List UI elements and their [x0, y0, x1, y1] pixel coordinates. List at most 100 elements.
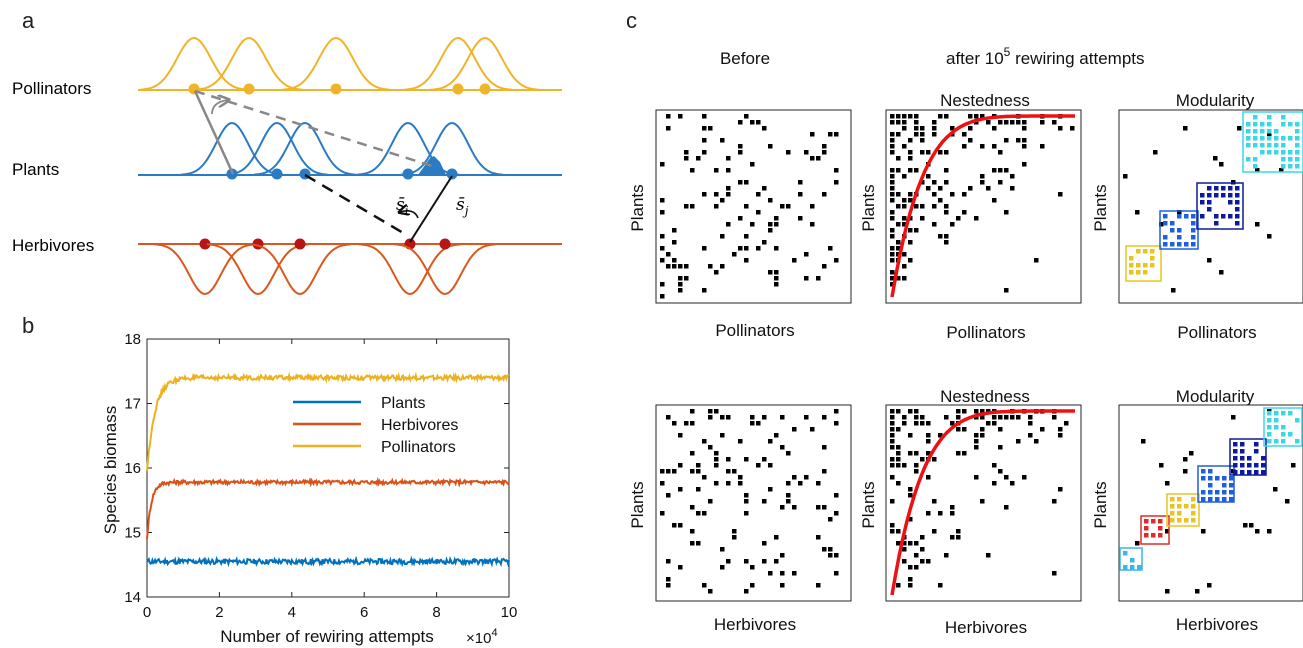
matrix-dot	[896, 457, 901, 462]
module-yellow-cell	[1129, 256, 1134, 261]
matrix-dot	[890, 523, 895, 528]
herbivory-link	[409, 175, 453, 243]
matrix-dot	[932, 204, 937, 209]
matrix-dot	[768, 222, 773, 227]
matrix-dot	[1213, 156, 1218, 161]
matrix-dot	[1058, 192, 1063, 197]
module-yellow-cell	[1191, 511, 1196, 516]
matrix-dot	[684, 421, 689, 426]
matrix-dot	[834, 421, 839, 426]
matrix-before-herbivores	[655, 404, 852, 602]
matrix-dot	[974, 114, 979, 119]
module-cyan-cell	[1295, 150, 1300, 155]
matrix-dot	[756, 246, 761, 251]
matrix-dot	[926, 433, 931, 438]
matrix-dot	[660, 162, 665, 167]
module-navy-cell	[1221, 214, 1226, 219]
matrix-dot	[926, 559, 931, 564]
matrix-modular-pollinators	[1118, 109, 1303, 304]
matrix-dot	[822, 415, 827, 420]
matrix-dot	[708, 126, 713, 131]
module-navy-cell	[1247, 456, 1252, 461]
module-yellow-cell	[1170, 511, 1175, 516]
matrix-dot	[998, 415, 1003, 420]
matrix-dot	[714, 409, 719, 414]
module-cyan-cell	[1281, 150, 1286, 155]
module-blue-cell	[1201, 490, 1206, 495]
module-navy-cell	[1233, 456, 1238, 461]
module-cyan-cell	[1295, 418, 1300, 423]
biomass-chart: 0 2 4 6 8 10 14 15 16 17 18 Plants Herbivores Pollina…	[124, 331, 517, 621]
herbivore-curve	[358, 243, 461, 295]
matrix-dot	[804, 475, 809, 480]
matrix-dot	[926, 451, 931, 456]
matrix-dot	[932, 120, 937, 125]
module-yellow-cell	[1143, 263, 1148, 268]
module-navy-cell	[1214, 186, 1219, 191]
matrix-dot	[968, 138, 973, 143]
matrix-dot	[666, 114, 671, 119]
module-blue-cell	[1215, 490, 1220, 495]
module-navy-cell	[1240, 470, 1245, 475]
module-navy-cell	[1247, 470, 1252, 475]
matrix-dot	[950, 222, 955, 227]
matrix-dot	[1016, 138, 1021, 143]
module-yellow-cell	[1191, 504, 1196, 509]
matrix-dot	[902, 421, 907, 426]
module-cyan-cell	[1295, 157, 1300, 162]
matrix-dot	[1016, 439, 1021, 444]
module-red-cell	[1151, 519, 1156, 524]
matrix-dot	[932, 222, 937, 227]
matrix-dot	[956, 451, 961, 456]
matrix-dot	[920, 421, 925, 426]
module-red-cell	[1144, 526, 1149, 531]
matrix-dot	[1022, 126, 1027, 131]
matrix-dot	[1267, 529, 1272, 534]
matrix-dot	[726, 156, 731, 161]
module-cyan-cell	[1288, 411, 1293, 416]
matrix-dot	[896, 463, 901, 468]
matrix-dot	[774, 222, 779, 227]
matrix-dot	[678, 114, 683, 119]
matrix-dot	[1022, 120, 1027, 125]
matrix-dot	[896, 132, 901, 137]
matrix-dot	[962, 427, 967, 432]
xlabel-pollinators-2: Pollinators	[946, 323, 1025, 342]
matrix-dot	[950, 192, 955, 197]
matrix-dot	[768, 439, 773, 444]
matrix-dot	[1058, 126, 1063, 131]
matrix-dot	[774, 559, 779, 564]
matrix-dot	[908, 192, 913, 197]
matrix-dot	[1165, 529, 1170, 534]
module-blue-cell	[1201, 476, 1206, 481]
matrix-dot	[660, 282, 665, 287]
matrix-dot	[1052, 120, 1057, 125]
matrix-dot	[956, 415, 961, 420]
module-navy-cell	[1254, 442, 1259, 447]
matrix-dot	[678, 487, 683, 492]
matrix-dot	[902, 559, 907, 564]
matrix-dot	[726, 481, 731, 486]
module-blue-cell	[1177, 242, 1182, 247]
matrix-dot	[902, 541, 907, 546]
matrix-dot	[980, 144, 985, 149]
matrix-dot	[1183, 457, 1188, 462]
matrix-dot	[1052, 499, 1057, 504]
matrix-dot	[666, 252, 671, 257]
module-cyan-cell	[1281, 122, 1286, 127]
module-yellow-frame	[1166, 493, 1200, 527]
matrix-dot	[780, 583, 785, 588]
matrix-dot	[762, 457, 767, 462]
module-blue-cell	[1201, 469, 1206, 474]
matrix-dot	[810, 132, 815, 137]
matrix-dot	[926, 421, 931, 426]
matrix-dot	[938, 114, 943, 119]
matrix-dot	[810, 156, 815, 161]
module-blue-cell	[1163, 242, 1168, 247]
matrix-dot	[920, 415, 925, 420]
matrix-dot	[822, 445, 827, 450]
matrix-dot	[992, 421, 997, 426]
matrix-dot	[902, 252, 907, 257]
matrix-dot	[896, 114, 901, 119]
matrix-dot	[944, 210, 949, 215]
